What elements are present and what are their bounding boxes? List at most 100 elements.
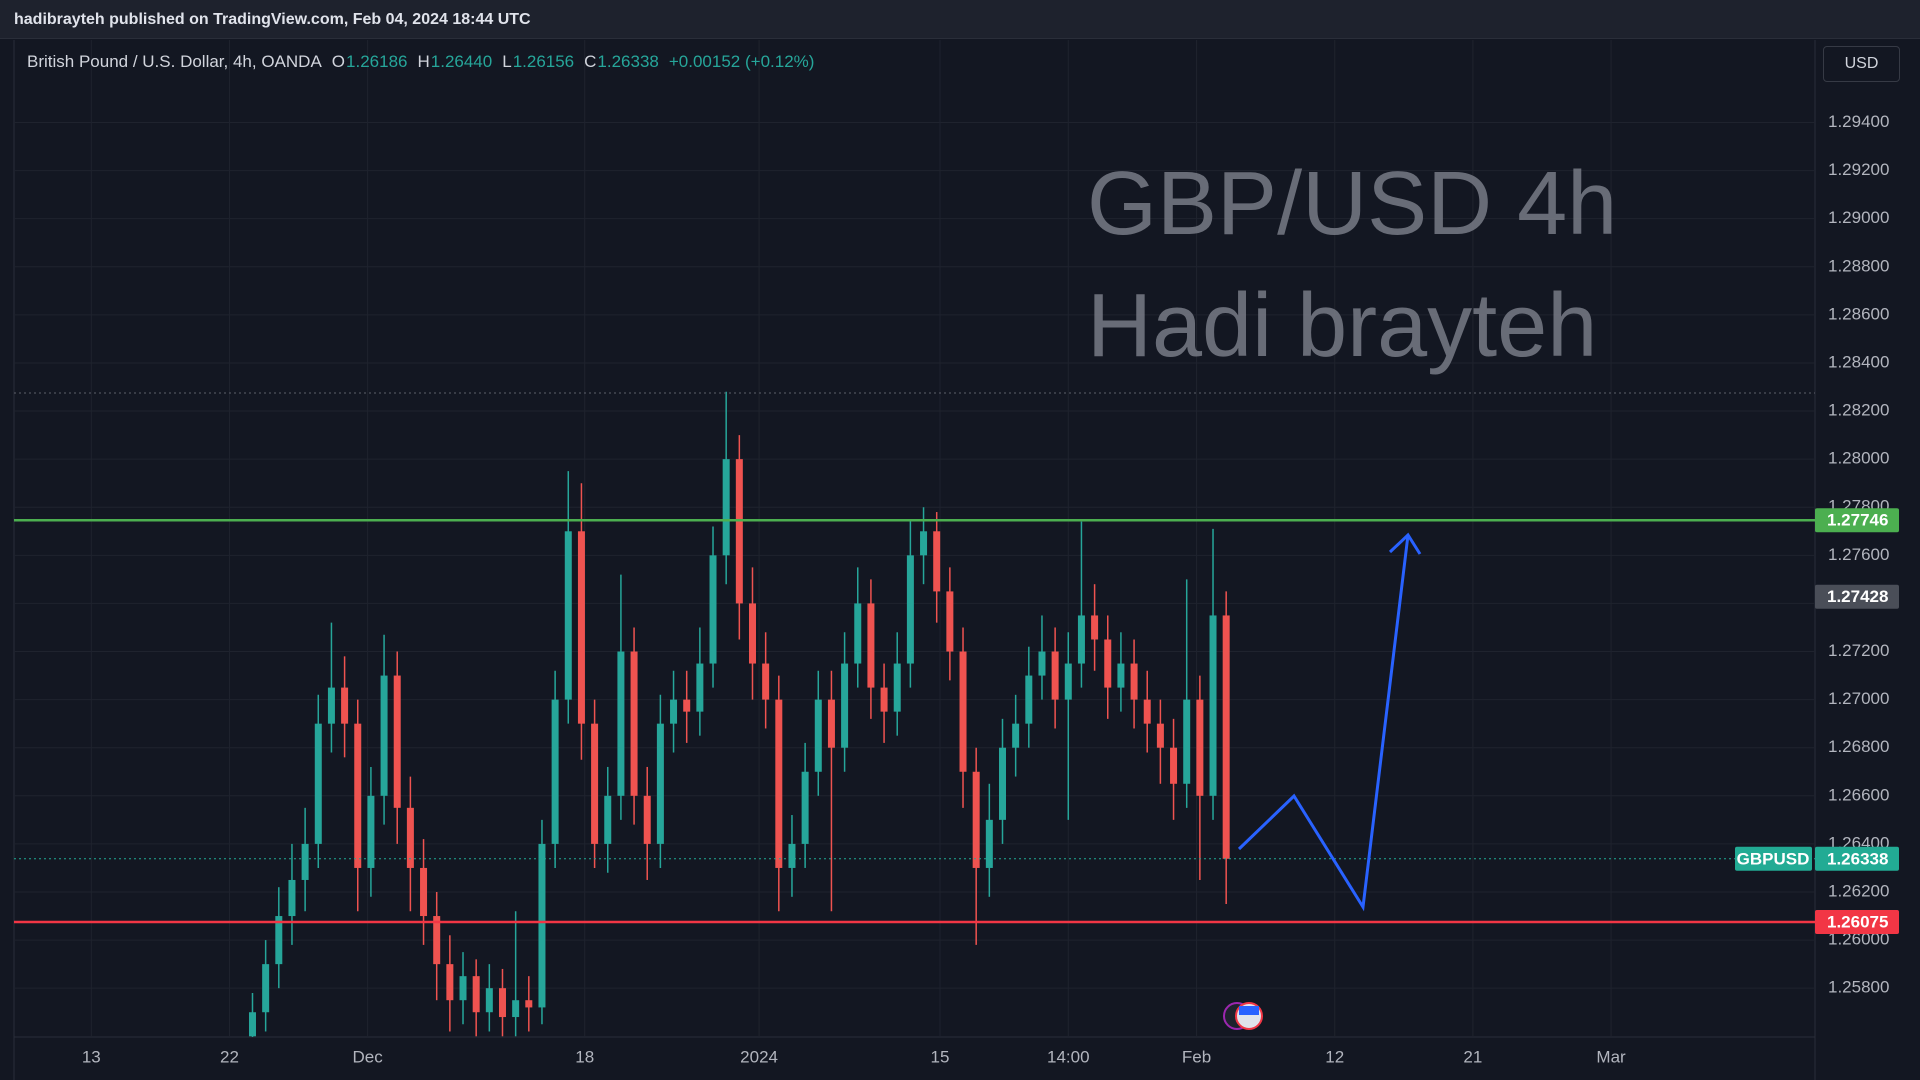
y-tick-label: 1.26800 <box>1828 737 1889 756</box>
candle-body <box>367 795 375 868</box>
candle-body <box>933 531 941 592</box>
symbol-tag <box>1735 846 1812 871</box>
candle-body <box>748 603 756 664</box>
price-tag <box>1815 846 1899 871</box>
candle-body <box>1143 699 1151 724</box>
level-tag <box>1815 508 1899 533</box>
grid <box>14 40 1815 1037</box>
candle-body <box>1038 651 1046 676</box>
candle-body <box>867 603 875 688</box>
candle-body <box>446 964 454 1001</box>
candle-body <box>380 675 388 796</box>
candle-body <box>656 723 664 844</box>
symbol-legend: British Pound / U.S. Dollar, 4h, OANDA O 1… <box>27 52 824 72</box>
price-tag-label: 1.26338 <box>1827 849 1888 868</box>
candle-body <box>696 663 704 712</box>
candle-body <box>775 699 783 868</box>
y-tick-label: 1.27200 <box>1828 641 1889 660</box>
candle-body <box>485 988 493 1013</box>
watermark-line: Hadi brayteh <box>1087 276 1597 376</box>
candle-body <box>1183 699 1191 784</box>
candle-body <box>301 843 309 880</box>
candle-body <box>551 699 559 844</box>
flag-icon <box>1239 1006 1259 1015</box>
symbol: British Pound / U.S. Dollar, 4h, OANDA <box>27 52 322 71</box>
y-tick-label: 1.26600 <box>1828 785 1889 804</box>
candle-body <box>683 699 691 712</box>
candle-body <box>327 687 335 724</box>
candle-body <box>314 723 322 844</box>
candle-body <box>841 663 849 748</box>
ohlc-key: O <box>331 52 346 71</box>
y-tick-label: 1.28000 <box>1828 449 1889 468</box>
candle-body <box>959 651 967 772</box>
price-tags: 1.27746 1.26075 1.27428 GBPUSD 1.26338 <box>1735 508 1899 935</box>
candle-body <box>998 747 1006 820</box>
candle-body <box>1104 639 1112 688</box>
y-tick-label: 1.28400 <box>1828 352 1889 371</box>
x-tick-label: 22 <box>220 1047 239 1066</box>
candle-body <box>920 531 928 556</box>
candle-body <box>538 843 546 1008</box>
ohlc-key: H <box>417 52 430 71</box>
y-tick-label: 1.28800 <box>1828 256 1889 275</box>
levels <box>14 392 1815 924</box>
candle-body <box>498 988 506 1018</box>
y-tick-label: 1.27000 <box>1828 689 1889 708</box>
y-tick-label: 1.28600 <box>1828 304 1889 323</box>
y-tick-label: 1.28200 <box>1828 401 1889 420</box>
candle-body <box>670 699 678 724</box>
change: +0.00152 (+0.12%) <box>668 52 815 71</box>
candle-body <box>972 771 980 868</box>
candle-body <box>985 819 993 868</box>
candle-body <box>1156 723 1164 748</box>
candle-body <box>1209 615 1217 796</box>
marker-tag-label: 1.27428 <box>1827 587 1888 606</box>
candle-body <box>630 651 638 796</box>
candle-body <box>1196 699 1204 796</box>
candle-body <box>1117 663 1125 688</box>
currency-button[interactable]: USD <box>1823 46 1900 82</box>
candle-body <box>1012 723 1020 748</box>
candle-body <box>604 795 612 844</box>
candle-body <box>735 459 743 604</box>
candle-body <box>946 591 954 652</box>
x-tick-label: Dec <box>353 1047 384 1066</box>
y-tick-label: 1.26000 <box>1828 930 1889 949</box>
forecast-drawing <box>1237 534 1410 912</box>
level-tag-label: 1.26075 <box>1827 913 1888 932</box>
candle-body <box>262 964 270 1013</box>
candle-body <box>788 843 796 868</box>
candle-body <box>420 867 428 917</box>
watermark-line: GBP/USD 4h <box>1087 154 1617 254</box>
x-tick-label: 12 <box>1325 1047 1344 1066</box>
x-tick-label: 13 <box>82 1047 101 1066</box>
candle-body <box>406 807 414 868</box>
publish-info: hadibrayteh published on TradingView.com… <box>14 11 531 28</box>
candle-body <box>248 1012 256 1037</box>
y-tick-label: 1.27600 <box>1828 545 1889 564</box>
symbol-tag-label: GBPUSD <box>1737 849 1810 868</box>
candle-body <box>512 1000 520 1018</box>
x-tick-label: 21 <box>1463 1047 1482 1066</box>
candle-body <box>472 976 480 1013</box>
candle-body <box>801 771 809 844</box>
candle-body <box>1064 663 1072 700</box>
candle-body <box>880 687 888 712</box>
y-tick-label: 1.25800 <box>1828 978 1889 997</box>
y-tick-label: 1.29200 <box>1828 160 1889 179</box>
marker-tag <box>1815 584 1899 609</box>
candle-body <box>275 916 283 965</box>
x-tick-label: Mar <box>1596 1047 1626 1066</box>
candle-body <box>762 663 770 700</box>
candle-body <box>433 916 441 965</box>
x-tick-label: 18 <box>575 1047 594 1066</box>
candle-body <box>591 723 599 844</box>
candle-body <box>341 687 349 724</box>
x-tick-label: 14:00 <box>1047 1047 1090 1066</box>
ohlc-value: 1.26338 <box>597 52 659 71</box>
top-bar: hadibrayteh published on TradingView.com… <box>0 0 1920 39</box>
